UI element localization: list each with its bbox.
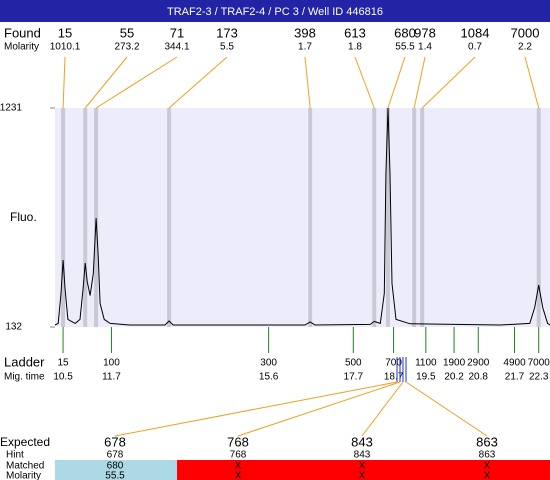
ladder-size: 4900	[503, 358, 526, 369]
found-molarity: 0.7	[468, 42, 482, 53]
ladder-size: 500	[345, 358, 362, 369]
found-connector	[84, 56, 128, 109]
found-molarity: 5.5	[220, 42, 234, 53]
found-molarity: 1.4	[418, 42, 432, 53]
found-size: 978	[414, 25, 436, 40]
header-bar	[0, 0, 550, 22]
found-size: 680	[394, 25, 416, 40]
peak-band	[372, 108, 377, 327]
y-tick-label: 132	[5, 322, 22, 333]
ladder-size: 700	[385, 358, 402, 369]
found-molarity: 1010.1	[50, 42, 81, 53]
matched-ok	[55, 460, 177, 480]
peak-band	[83, 108, 88, 327]
cell-hint: 843	[354, 450, 371, 461]
ladder-size: 7000	[528, 358, 550, 369]
found-size: 613	[344, 25, 366, 40]
found-label: Found	[4, 25, 41, 40]
cell-expected: 863	[476, 434, 498, 449]
peak-band	[167, 108, 172, 327]
ladder-time: 20.2	[444, 372, 464, 383]
cell-molarity: X	[235, 471, 242, 480]
found-connector	[304, 56, 311, 109]
ladder-size: 2900	[467, 358, 490, 369]
cell-hint: 678	[107, 450, 124, 461]
peak-band	[385, 108, 390, 327]
cell-molarity: X	[484, 471, 491, 480]
found-size: 173	[216, 25, 238, 40]
ladder-time: 19.5	[416, 372, 436, 383]
cell-matched: X	[484, 461, 491, 472]
matched-missing	[177, 460, 550, 480]
expected-connector	[237, 381, 401, 437]
row-label: Molarity	[6, 471, 41, 480]
row-label: Hint	[6, 450, 24, 461]
found-molarity: 1.8	[348, 42, 362, 53]
ladder-size: 1900	[443, 358, 466, 369]
plot-area	[55, 108, 550, 327]
peak-band	[412, 108, 417, 327]
ladder-time: 11.7	[102, 372, 121, 383]
y-tick-label: 1231	[0, 103, 22, 114]
peak-band	[308, 108, 313, 327]
found-molarity: 1.7	[298, 42, 312, 53]
row-label: Matched	[6, 461, 44, 472]
found-size: 71	[170, 25, 184, 40]
row-label: Expected	[0, 435, 50, 449]
found-connector	[387, 56, 406, 109]
expected-connector	[405, 381, 488, 437]
trace	[54, 107, 550, 326]
found-molarity: 2.2	[518, 42, 532, 53]
ladder-size: 15	[57, 358, 69, 369]
found-size: 7000	[511, 25, 540, 40]
ladder-size: 300	[260, 358, 277, 369]
found-molarity: 344.1	[164, 42, 189, 53]
cell-matched: 680	[107, 461, 124, 472]
peak-band	[536, 108, 541, 327]
peak-band	[61, 108, 66, 327]
found-connector	[524, 56, 540, 109]
cell-matched: X	[235, 461, 242, 472]
ladder-time: 15.6	[259, 372, 279, 383]
ladder-label: Ladder	[4, 354, 45, 369]
ladder-size: 100	[103, 358, 120, 369]
found-size: 15	[58, 25, 72, 40]
found-size: 398	[294, 25, 316, 40]
cell-expected: 843	[351, 434, 373, 449]
cell-hint: 768	[230, 450, 247, 461]
ladder-time: 22.3	[529, 372, 549, 383]
found-connector	[95, 56, 178, 109]
cell-expected: 768	[227, 434, 249, 449]
ladder-size: 1100	[415, 358, 437, 369]
cell-hint: 863	[479, 450, 496, 461]
found-connector	[413, 56, 426, 109]
cell-matched: X	[359, 461, 366, 472]
header-title: TRAF2-3 / TRAF2-4 / PC 3 / Well ID 44681…	[167, 6, 383, 18]
ladder-time: 20.8	[469, 372, 489, 383]
peak-band	[94, 108, 99, 327]
mig-time-label: Mig. time	[4, 372, 45, 383]
fluo-label: Fluo.	[10, 210, 37, 224]
found-connector	[354, 56, 375, 109]
found-size: 55	[120, 25, 134, 40]
ladder-time: 10.5	[53, 372, 73, 383]
found-connector	[62, 56, 66, 109]
molarity-label: Molarity	[4, 42, 39, 53]
ladder-time: 17.7	[344, 372, 364, 383]
ladder-time: 21.7	[505, 372, 525, 383]
ladder-time: 18.7	[384, 372, 404, 383]
expected-connector	[361, 381, 404, 437]
found-molarity: 273.2	[114, 42, 139, 53]
found-size: 1084	[461, 25, 490, 40]
expected-connector	[114, 381, 398, 437]
cell-molarity: 55.5	[105, 471, 125, 480]
cell-molarity: X	[359, 471, 366, 480]
cell-expected: 678	[104, 434, 126, 449]
found-molarity: 55.5	[395, 42, 415, 53]
peak-band	[420, 108, 425, 327]
found-connector	[168, 56, 228, 109]
found-connector	[421, 56, 476, 109]
